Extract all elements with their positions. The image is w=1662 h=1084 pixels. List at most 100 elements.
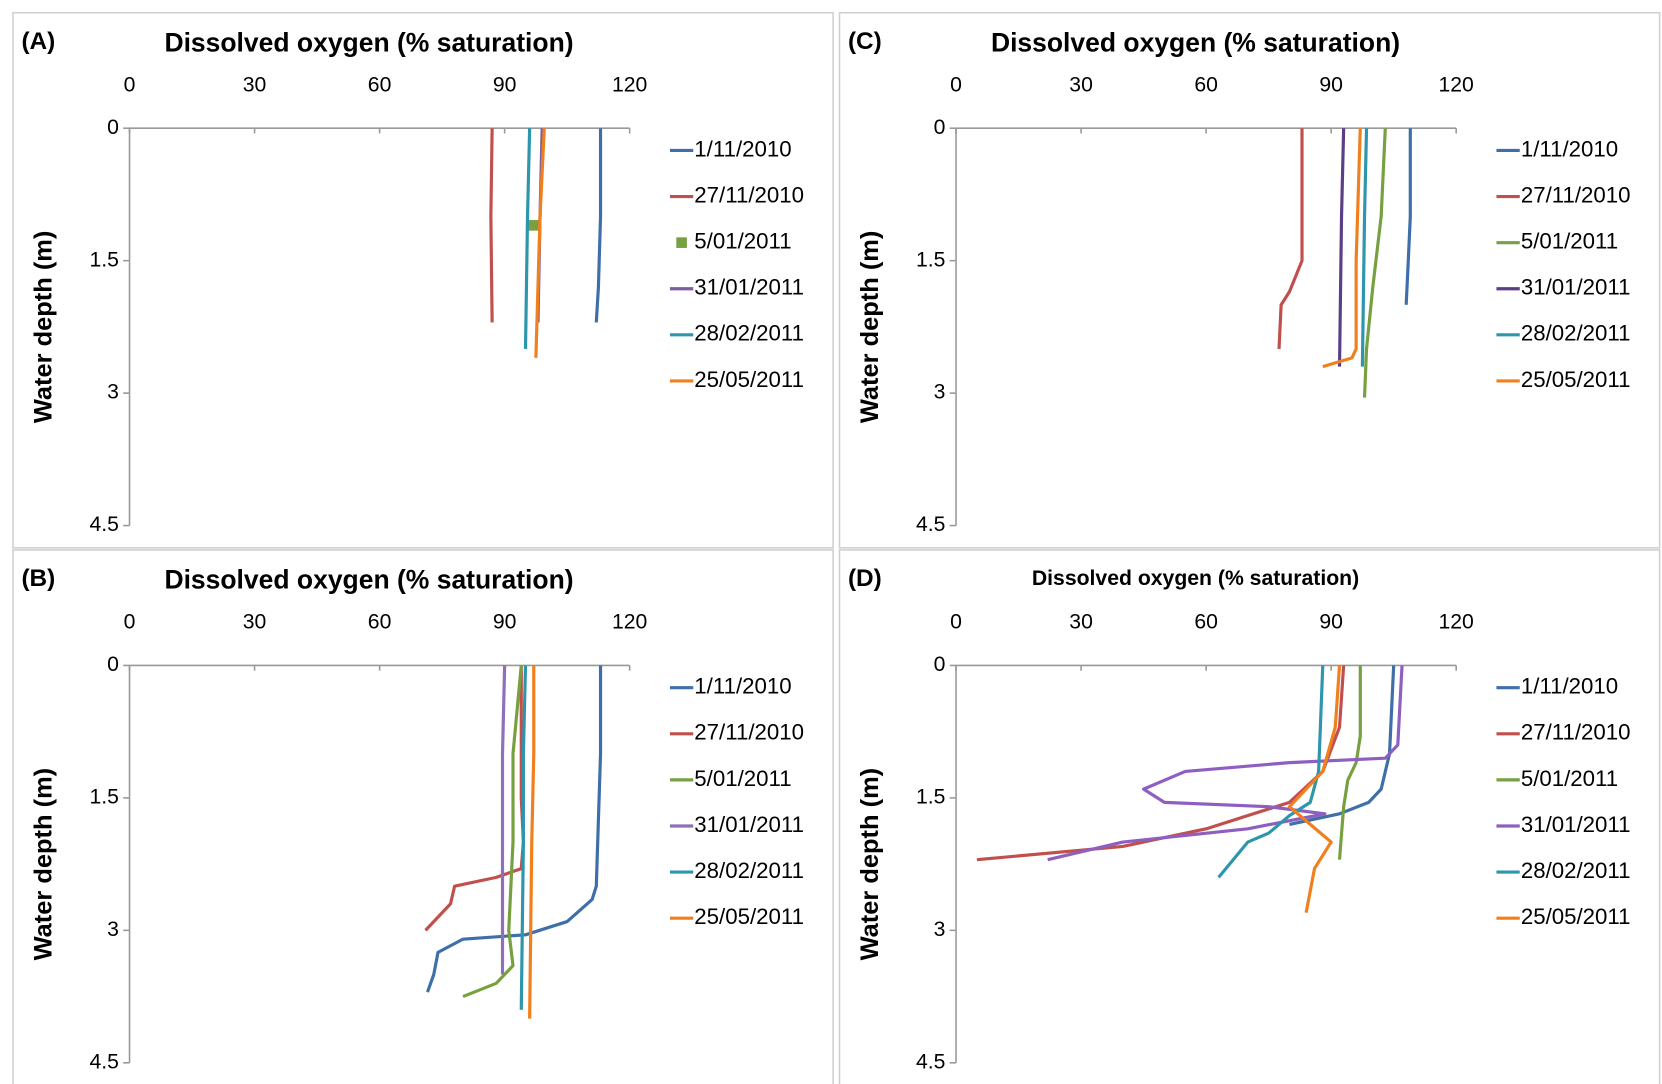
data-line (1287, 665, 1342, 913)
legend-label: 31/01/2011 (694, 812, 804, 837)
data-line (1360, 128, 1369, 367)
legend-label: 31/01/2011 (1521, 812, 1631, 837)
legend-label: 1/11/2010 (1521, 674, 1618, 699)
panel-label: (C) (848, 28, 882, 55)
legend-label: 27/11/2010 (1521, 720, 1631, 745)
data-line (519, 665, 528, 1010)
data-line (523, 128, 532, 349)
y-tick-label: 4.5 (916, 1050, 945, 1073)
data-line (462, 665, 523, 999)
panel-border (838, 549, 1661, 1084)
x-axis-title: Dissolved oxygen (% saturation) (164, 565, 573, 595)
data-line (534, 128, 546, 358)
y-tick-label: 0 (107, 653, 119, 676)
y-tick-label: 4.5 (89, 513, 118, 536)
legend-label: 5/01/2011 (694, 766, 791, 791)
y-tick-label: 3 (934, 381, 946, 404)
legend-label: 5/01/2011 (694, 229, 791, 254)
data-line (1362, 128, 1387, 398)
data-line (424, 665, 525, 932)
x-axis-title: Dissolved oxygen (% saturation) (164, 28, 573, 58)
legend-label: 27/11/2010 (1521, 182, 1631, 207)
data-line (1322, 128, 1362, 369)
legend-label: 31/01/2011 (1521, 275, 1631, 300)
data-line (1337, 665, 1362, 860)
panel-label: (B) (21, 565, 55, 592)
data-line (1337, 128, 1346, 367)
legend-label: 28/02/2011 (1521, 321, 1631, 346)
data-marker (528, 220, 540, 231)
legend-marker (676, 237, 687, 248)
legend-label: 1/11/2010 (1521, 136, 1618, 161)
x-tick-label: 0 (124, 73, 136, 96)
x-tick-label: 60 (368, 611, 392, 634)
y-tick-label: 0 (934, 653, 946, 676)
x-tick-label: 60 (1194, 73, 1218, 96)
data-line (500, 665, 507, 975)
x-tick-label: 120 (1439, 73, 1474, 96)
legend-label: 25/05/2011 (694, 367, 804, 392)
legend-label: 28/02/2011 (1521, 858, 1631, 883)
data-line (528, 665, 536, 1019)
legend-label: 27/11/2010 (694, 720, 804, 745)
y-tick-label: 1.5 (89, 785, 118, 808)
y-tick-label: 1.5 (916, 785, 945, 808)
y-tick-label: 4.5 (89, 1050, 118, 1073)
x-tick-label: 0 (950, 73, 962, 96)
legend-label: 25/05/2011 (1521, 367, 1631, 392)
x-tick-label: 30 (243, 611, 267, 634)
legend-label: 5/01/2011 (1521, 766, 1618, 791)
panel-border (12, 549, 834, 1084)
data-line (1289, 665, 1396, 826)
x-tick-label: 30 (243, 73, 267, 96)
data-line (1047, 665, 1404, 862)
legend-label: 25/05/2011 (694, 904, 804, 929)
legend-label: 28/02/2011 (694, 321, 804, 346)
data-line (976, 665, 1346, 862)
x-tick-label: 0 (124, 611, 136, 634)
y-tick-label: 3 (107, 918, 119, 941)
legend-label: 1/11/2010 (694, 136, 791, 161)
y-axis-title: Water depth (m) (856, 768, 884, 961)
legend-label: 28/02/2011 (694, 858, 804, 883)
y-axis-title: Water depth (m) (29, 231, 57, 424)
y-tick-label: 0 (107, 116, 119, 139)
y-tick-label: 3 (107, 381, 119, 404)
y-tick-label: 0 (934, 116, 946, 139)
data-line (1217, 665, 1325, 879)
y-tick-label: 1.5 (916, 248, 945, 271)
legend-label: 5/01/2011 (1521, 229, 1618, 254)
y-axis-title: Water depth (m) (856, 231, 884, 424)
data-line (1277, 128, 1304, 350)
x-tick-label: 60 (1194, 611, 1218, 634)
x-axis-title: Dissolved oxygen (% saturation) (1032, 567, 1359, 590)
x-tick-label: 90 (1319, 73, 1343, 96)
data-line (1404, 128, 1412, 305)
data-line (489, 128, 494, 323)
data-line (594, 128, 603, 323)
legend-label: 1/11/2010 (694, 674, 791, 699)
x-tick-label: 90 (1319, 611, 1343, 634)
y-tick-label: 4.5 (916, 513, 945, 536)
legend-label: 27/11/2010 (694, 182, 804, 207)
x-tick-label: 60 (368, 73, 392, 96)
x-tick-label: 120 (612, 73, 647, 96)
x-tick-label: 90 (493, 73, 517, 96)
x-tick-label: 30 (1069, 73, 1093, 96)
x-tick-label: 120 (1439, 611, 1474, 634)
legend-label: 25/05/2011 (1521, 904, 1631, 929)
x-tick-label: 90 (493, 611, 517, 634)
y-tick-label: 3 (934, 918, 946, 941)
x-tick-label: 120 (612, 611, 647, 634)
x-tick-label: 0 (950, 611, 962, 634)
panel-border (12, 11, 834, 549)
panel-label: (A) (21, 28, 55, 55)
x-axis-title: Dissolved oxygen (% saturation) (991, 28, 1400, 58)
legend-label: 31/01/2011 (694, 275, 804, 300)
data-line (425, 665, 603, 993)
y-axis-title: Water depth (m) (29, 768, 57, 961)
panel-label: (D) (848, 565, 882, 592)
x-tick-label: 30 (1069, 611, 1093, 634)
